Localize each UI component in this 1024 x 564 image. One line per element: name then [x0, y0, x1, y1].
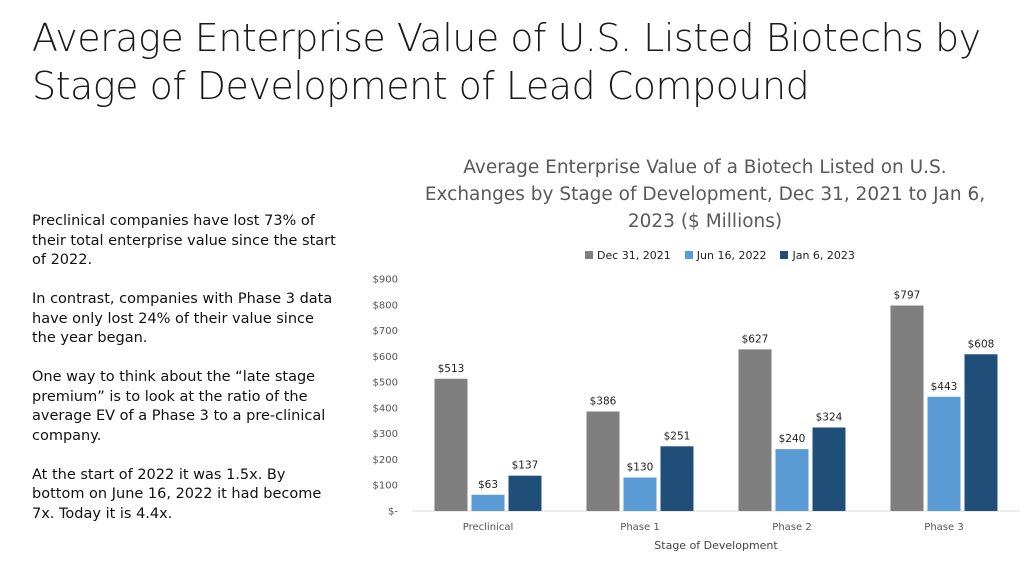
chart-legend: Dec 31, 2021 Jun 16, 2022 Jan 6, 2023: [585, 248, 869, 262]
bar: [738, 349, 772, 511]
bar: [434, 378, 468, 511]
bar: [812, 427, 846, 511]
bar: [927, 396, 961, 511]
y-tick-label: $700: [373, 326, 398, 337]
legend-item-dec-2021: Dec 31, 2021: [585, 249, 671, 262]
x-tick-label: Phase 2: [772, 522, 811, 533]
legend-item-jun-2022: Jun 16, 2022: [684, 248, 767, 262]
commentary-paragraph: Preclinical companies have lost 73% of t…: [32, 213, 336, 268]
commentary-paragraph: In contrast, companies with Phase 3 data…: [32, 291, 333, 346]
legend-label: Jan 6, 2023: [792, 248, 855, 262]
y-tick-label: $300: [373, 429, 398, 440]
data-label: $137: [512, 460, 539, 472]
data-label: $130: [627, 461, 654, 473]
slide-title: Average Enterprise Value of U.S. Listed …: [32, 16, 981, 108]
y-tick-label: $600: [373, 352, 398, 363]
legend-swatch: [780, 251, 789, 259]
x-tick-label: Preclinical: [463, 522, 513, 533]
y-tick-label: $-: [388, 507, 398, 518]
x-tick-label: Phase 3: [924, 522, 963, 533]
y-tick-label: $100: [373, 481, 398, 492]
x-tick-label: Phase 1: [620, 522, 659, 533]
bar: [471, 494, 505, 511]
data-label: $513: [438, 363, 465, 375]
data-label: $627: [742, 333, 769, 345]
commentary-text: Preclinical companies have lost 73% of t…: [32, 212, 337, 544]
commentary-paragraph: One way to think about the “late stage p…: [32, 369, 326, 444]
bar: [660, 446, 694, 511]
x-axis-label: Stage of Development: [654, 539, 778, 552]
data-label: $63: [478, 479, 498, 491]
data-label: $608: [968, 338, 995, 350]
y-tick-label: $900: [373, 275, 398, 286]
y-tick-label: $400: [373, 403, 398, 414]
legend-label: Dec 31, 2021: [597, 248, 671, 262]
chart-title: Average Enterprise Value of a Biotech Li…: [424, 157, 986, 232]
commentary-paragraph: At the start of 2022 it was 1.5x. By bot…: [32, 466, 322, 522]
bar: [586, 411, 620, 511]
data-label: $386: [590, 395, 617, 407]
bar: [623, 477, 657, 511]
y-tick-label: $800: [373, 300, 398, 311]
legend-swatch: [585, 251, 593, 259]
bar: [890, 305, 924, 511]
legend-label: Jun 16, 2022: [696, 248, 767, 262]
bar: [775, 449, 809, 511]
legend-item-jan-2023: Jan 6, 2023: [780, 248, 855, 262]
data-label: $240: [779, 433, 806, 445]
y-tick-label: $200: [373, 455, 398, 466]
data-label: $251: [664, 430, 691, 442]
legend-swatch: [684, 251, 693, 259]
bar: [964, 354, 998, 511]
data-label: $443: [931, 381, 958, 393]
y-tick-label: $500: [373, 378, 398, 389]
data-label: $797: [894, 290, 921, 302]
bar: [508, 475, 542, 511]
data-label: $324: [816, 411, 843, 423]
